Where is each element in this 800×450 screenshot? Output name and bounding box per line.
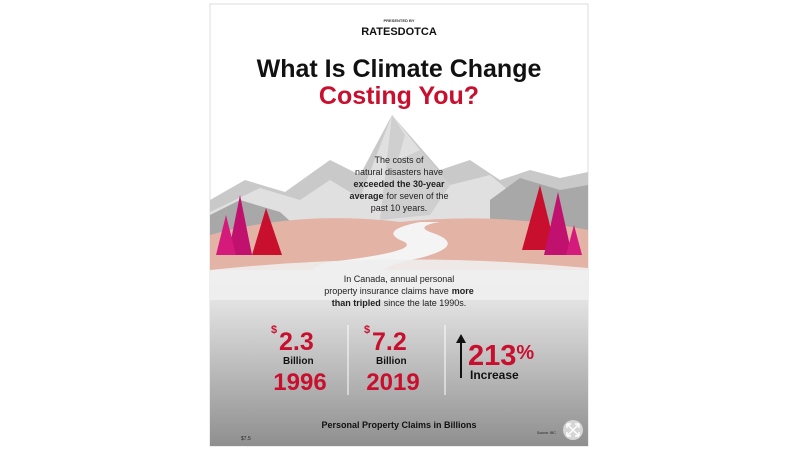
- fog: [210, 259, 588, 300]
- tree: [522, 185, 556, 250]
- tree: [544, 192, 572, 255]
- increase-value: 213%: [468, 340, 534, 372]
- tree: [216, 215, 236, 255]
- title-line: What Is Climate Change: [257, 55, 542, 83]
- tree: [566, 225, 582, 255]
- tree: [228, 195, 252, 255]
- intro-line: average for seven of the: [349, 191, 448, 201]
- claims-line: property insurance claims have more: [324, 286, 474, 296]
- increase-suffix: %: [516, 342, 534, 364]
- claims-line: than tripled since the late 1990s.: [332, 298, 467, 308]
- claims-line: In Canada, annual personal: [344, 274, 455, 284]
- intro-text: for seven of the: [386, 191, 448, 201]
- tree: [252, 208, 282, 255]
- claims-bold: more: [452, 286, 474, 296]
- mountain-shade: [380, 115, 450, 220]
- intro-line: exceeded the 30-year: [353, 179, 445, 189]
- fullscreen-button[interactable]: [563, 420, 583, 440]
- increase-label: Increase: [470, 368, 519, 382]
- title-line: Costing You?: [319, 82, 479, 110]
- axis-label: $7.5: [241, 436, 251, 442]
- increase-number: 213: [468, 340, 516, 372]
- presented-by: PRESENTED BY: [383, 18, 414, 23]
- intro-bold: average: [349, 191, 383, 201]
- claims-text: property insurance claims have: [324, 286, 449, 296]
- caption: Personal Property Claims in Billions: [321, 420, 476, 430]
- claims-bold: than tripled: [332, 298, 381, 308]
- unit: Billion: [283, 356, 314, 367]
- year: 2019: [366, 369, 419, 396]
- currency: $: [364, 324, 370, 336]
- intro-line: natural disasters have: [355, 167, 443, 177]
- year: 1996: [273, 369, 326, 396]
- arrow-head: [456, 334, 466, 343]
- brand: RATESDOTCA: [361, 26, 437, 38]
- source: Source: IBC: [537, 431, 556, 435]
- amount: 2.3: [279, 328, 314, 356]
- claims-text: since the late 1990s.: [384, 298, 467, 308]
- currency: $: [271, 324, 277, 336]
- button-icon: [566, 423, 580, 437]
- intro-line: past 10 years.: [371, 203, 428, 213]
- unit: Billion: [376, 356, 407, 367]
- amount: 7.2: [372, 328, 407, 356]
- intro-line: The costs of: [374, 155, 424, 165]
